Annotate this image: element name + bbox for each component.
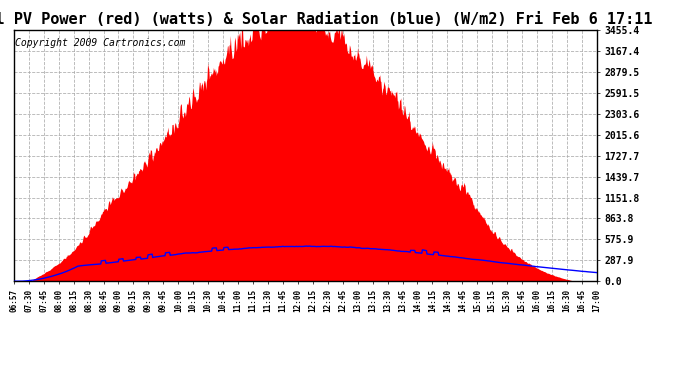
Title: Total PV Power (red) (watts) & Solar Radiation (blue) (W/m2) Fri Feb 6 17:11: Total PV Power (red) (watts) & Solar Rad… [0, 12, 652, 27]
Text: Copyright 2009 Cartronics.com: Copyright 2009 Cartronics.com [15, 38, 186, 48]
